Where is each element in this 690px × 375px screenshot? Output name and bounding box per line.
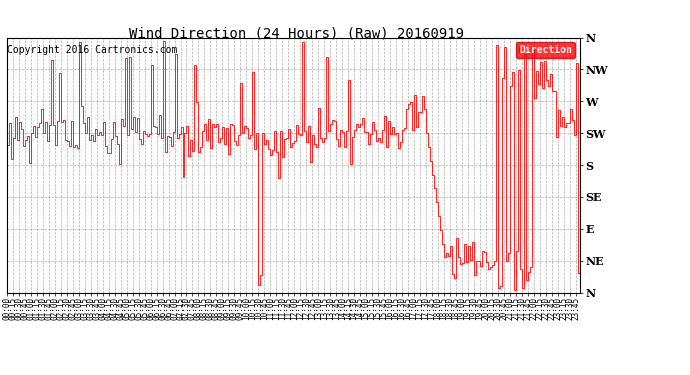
- Text: Copyright 2016 Cartronics.com: Copyright 2016 Cartronics.com: [7, 45, 177, 55]
- Text: Wind Direction (24 Hours) (Raw) 20160919: Wind Direction (24 Hours) (Raw) 20160919: [129, 26, 464, 40]
- Legend: Direction: Direction: [516, 42, 575, 58]
